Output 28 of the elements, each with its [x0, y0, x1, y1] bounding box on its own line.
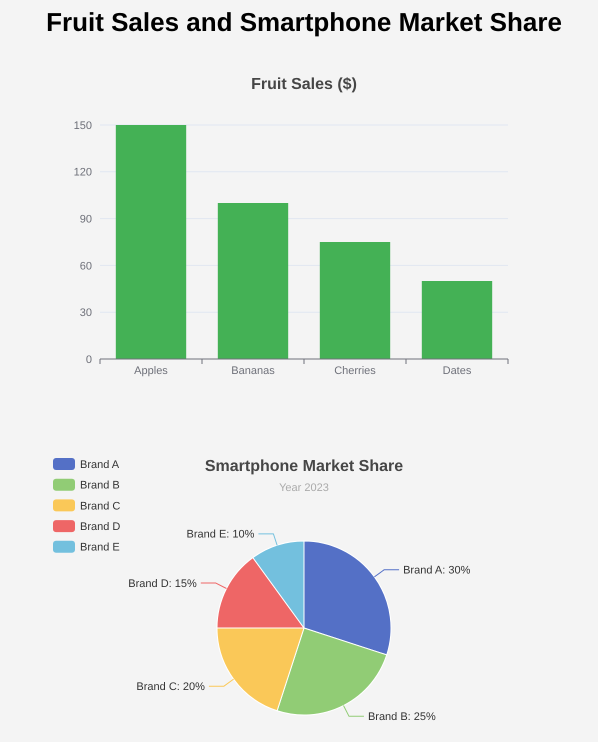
- legend-label: Brand B: [80, 480, 120, 492]
- text: Fruit Sales and Smartphone Market Share: [46, 7, 562, 37]
- legend-label: Brand E: [80, 542, 120, 554]
- y-tick-label: 90: [80, 213, 92, 226]
- bar: [320, 242, 390, 359]
- legend-label: Brand A: [80, 458, 120, 471]
- data-label: Brand E: 10%: [186, 528, 255, 541]
- data-label: Brand D: 15%: [128, 578, 198, 590]
- x-tick-label: Apples: [134, 365, 168, 377]
- bar: [218, 203, 288, 359]
- chart-title: Smartphone Market Share: [204, 458, 404, 475]
- y-tick-label: 120: [74, 166, 92, 179]
- legend-label: Brand D: [80, 520, 120, 533]
- legend-label: Brand C: [80, 500, 120, 512]
- chart-title: Fruit Sales ($): [251, 76, 357, 93]
- bar: [422, 281, 492, 359]
- y-tick-label: 30: [80, 307, 92, 320]
- x-tick-label: Dates: [442, 365, 472, 377]
- x-tick-label: Cherries: [334, 365, 376, 377]
- y-tick-label: 60: [80, 260, 92, 272]
- text: Year 2023: [279, 482, 329, 494]
- data-label: Brand A: 30%: [403, 564, 471, 577]
- data-label: Brand C: 20%: [136, 681, 206, 694]
- y-tick-label: 0: [86, 354, 92, 366]
- x-tick-label: Bananas: [231, 365, 276, 377]
- y-tick-label: 150: [74, 120, 92, 132]
- data-label: Brand B: 25%: [368, 711, 436, 724]
- bar: [116, 125, 186, 359]
